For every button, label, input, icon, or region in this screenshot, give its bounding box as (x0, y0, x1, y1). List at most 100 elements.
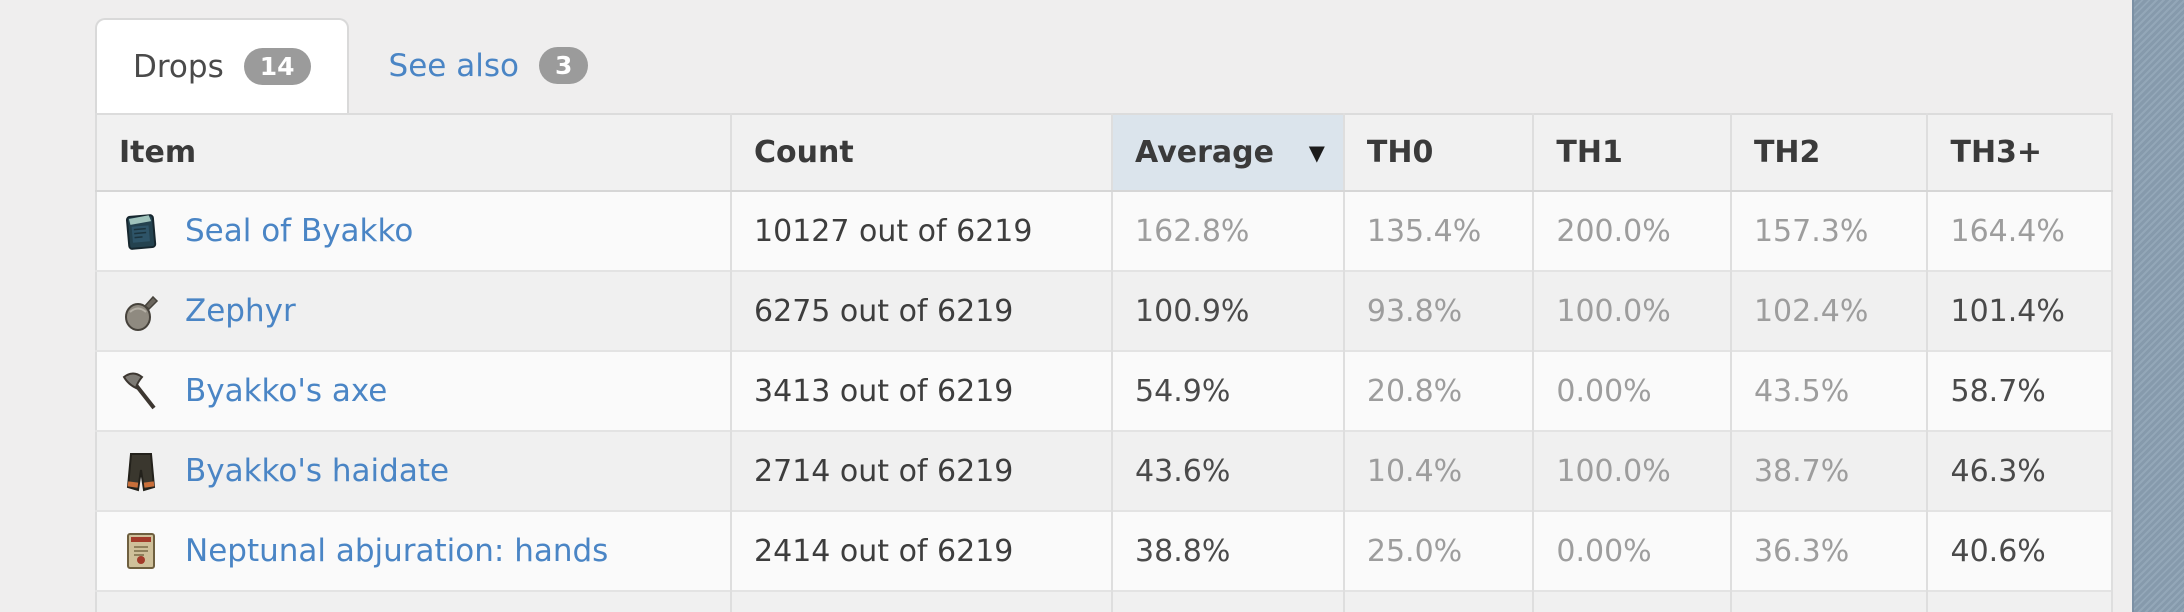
scroll-icon (119, 529, 163, 573)
haidate-icon (119, 449, 163, 493)
table-row: Byakko's axe 3413 out of 6219 54.9% 20.8% 0.… (96, 350, 2113, 431)
item-cell: Zephyr (96, 270, 733, 351)
count-cell: 2414 out of 6219 (731, 510, 1114, 591)
count-cell: 6275 out of 6219 (731, 270, 1114, 351)
th2-percent-cell: 157.3% (1730, 190, 1929, 271)
count-cell: 3413 out of 6219 (731, 350, 1114, 431)
item-link[interactable]: Neptunal abjuration: hands (185, 533, 609, 569)
th1-percent-cell: 100.0% (1533, 430, 1732, 511)
column-header-average[interactable]: Average ▼ (1112, 114, 1345, 192)
percent-value: 54.9% (1135, 373, 1231, 409)
th3-percent-cell: 101.4% (1927, 270, 2113, 351)
tab-drops[interactable]: Drops 14 (95, 18, 349, 113)
empty-cell (731, 590, 1114, 612)
tab-drops-label: Drops (133, 48, 224, 85)
item-link[interactable]: Seal of Byakko (185, 213, 414, 249)
empty-cell (1927, 590, 2113, 612)
th3-percent-cell: 58.7% (1927, 350, 2113, 431)
percent-value: 0.00% (1556, 373, 1652, 409)
tab-bar: Drops 14 See also 3 (95, 18, 624, 113)
th3-percent-cell: 164.4% (1927, 190, 2113, 271)
column-header-th1[interactable]: TH1 (1533, 114, 1732, 192)
percent-value: 157.3% (1753, 213, 1869, 249)
drops-table-container: Item Count Average ▼ TH0 TH1 TH2 TH3+ Seal of B… (95, 113, 2113, 612)
th2-percent-cell: 43.5% (1730, 350, 1929, 431)
column-header-th0[interactable]: TH0 (1343, 114, 1535, 192)
th0-percent-cell: 93.8% (1343, 270, 1535, 351)
percent-value: 102.4% (1753, 293, 1869, 329)
table-row: Byakko's haidate 2714 out of 6219 43.6% 10.… (96, 430, 2113, 511)
percent-value: 25.0% (1366, 533, 1463, 569)
percent-value: 43.5% (1753, 373, 1850, 409)
average-percent-cell: 100.9% (1112, 270, 1345, 351)
th1-percent-cell: 0.00% (1533, 510, 1732, 591)
count-cell: 2714 out of 6219 (731, 430, 1114, 511)
th2-percent-cell: 38.7% (1730, 430, 1929, 511)
axe-icon (119, 369, 163, 413)
empty-cell (96, 590, 733, 612)
item-cell: Seal of Byakko (96, 190, 733, 271)
sort-descending-icon: ▼ (1308, 140, 1325, 165)
item-link[interactable]: Zephyr (185, 293, 296, 329)
th0-percent-cell: 135.4% (1343, 190, 1535, 271)
percent-value: 38.8% (1135, 533, 1231, 569)
count-cell: 10127 out of 6219 (731, 190, 1114, 271)
empty-cell (1112, 590, 1345, 612)
th3-percent-cell: 40.6% (1927, 510, 2113, 591)
percent-value: 36.3% (1753, 533, 1850, 569)
empty-cell (1730, 590, 1929, 612)
average-percent-cell: 38.8% (1112, 510, 1345, 591)
tab-drops-count-badge: 14 (243, 48, 311, 85)
column-header-th2[interactable]: TH2 (1730, 114, 1929, 192)
table-row: Zephyr 6275 out of 6219 100.9% 93.8% 100.0% 1… (96, 270, 2113, 351)
column-header-label: TH0 (1366, 135, 1434, 170)
percent-value: 0.00% (1556, 533, 1652, 569)
th0-percent-cell: 25.0% (1343, 510, 1535, 591)
column-header-count[interactable]: Count (731, 114, 1114, 192)
percent-value: 100.9% (1135, 293, 1250, 329)
column-header-item[interactable]: Item (96, 114, 733, 192)
th3-percent-cell: 46.3% (1927, 430, 2113, 511)
column-header-label: Count (754, 135, 854, 170)
average-percent-cell: 43.6% (1112, 430, 1345, 511)
column-header-label: TH1 (1556, 135, 1623, 170)
seal-card-icon (119, 209, 163, 253)
percent-value: 58.7% (1950, 373, 2046, 409)
drops-table: Item Count Average ▼ TH0 TH1 TH2 TH3+ Seal of B… (95, 113, 2113, 612)
column-header-label: TH2 (1753, 135, 1821, 170)
percent-value: 43.6% (1135, 453, 1231, 489)
table-row: Seal of Byakko 10127 out of 6219 162.8% 135… (96, 190, 2113, 271)
item-link[interactable]: Byakko's haidate (185, 453, 450, 489)
percent-value: 100.0% (1556, 453, 1671, 489)
item-cell: Byakko's haidate (96, 430, 733, 511)
th0-percent-cell: 20.8% (1343, 350, 1535, 431)
table-row: Neptunal abjuration: hands 2414 out of 62… (96, 510, 2113, 591)
column-header-label: Average (1135, 135, 1274, 170)
percent-value: 46.3% (1950, 453, 2046, 489)
average-percent-cell: 162.8% (1112, 190, 1345, 271)
percent-value: 100.0% (1556, 293, 1671, 329)
item-link[interactable]: Byakko's axe (185, 373, 388, 409)
percent-value: 10.4% (1366, 453, 1463, 489)
th1-percent-cell: 0.00% (1533, 350, 1732, 431)
th0-percent-cell: 10.4% (1343, 430, 1535, 511)
column-header-th3[interactable]: TH3+ (1927, 114, 2113, 192)
tab-see-also-count-badge: 3 (538, 47, 589, 84)
pouch-icon (119, 289, 163, 333)
item-cell: Neptunal abjuration: hands (96, 510, 733, 591)
empty-cell (1343, 590, 1535, 612)
percent-value: 101.4% (1950, 293, 2065, 329)
percent-value: 200.0% (1556, 213, 1671, 249)
th1-percent-cell: 200.0% (1533, 190, 1732, 271)
column-header-label: Item (119, 135, 197, 170)
percent-value: 164.4% (1950, 213, 2065, 249)
percent-value: 93.8% (1366, 293, 1463, 329)
average-percent-cell: 54.9% (1112, 350, 1345, 431)
th2-percent-cell: 102.4% (1730, 270, 1929, 351)
vertical-scrollbar[interactable] (2132, 0, 2184, 612)
table-header-row: Item Count Average ▼ TH0 TH1 TH2 TH3+ (96, 114, 2113, 192)
empty-cell (1533, 590, 1732, 612)
item-cell: Byakko's axe (96, 350, 733, 431)
tab-see-also[interactable]: See also 3 (353, 18, 625, 113)
